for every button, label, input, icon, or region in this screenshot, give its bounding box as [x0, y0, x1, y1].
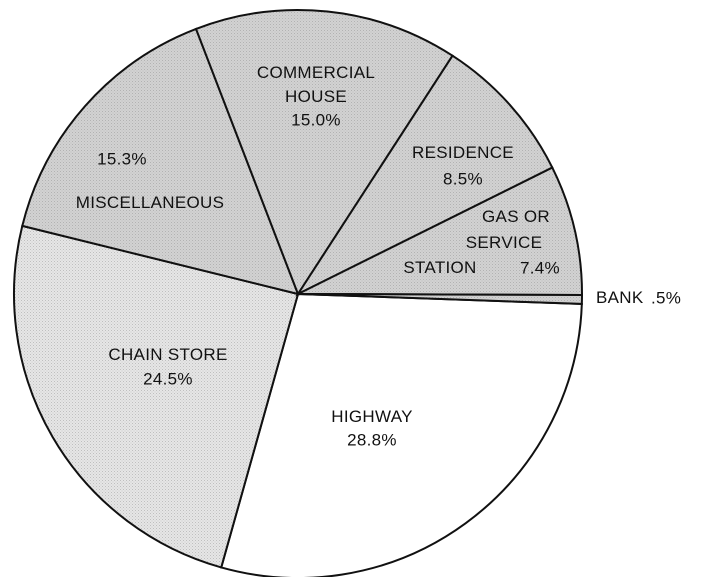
- slice-value-label: 28.8%: [347, 430, 397, 449]
- slice-outline: [297, 293, 584, 305]
- slice: [21, 27, 300, 296]
- slice-value-label: 24.5%: [143, 369, 193, 388]
- slice-label-line: GAS OR: [482, 207, 550, 226]
- slice-label-line: HIGHWAY: [331, 407, 412, 426]
- slice-outline: [21, 27, 300, 296]
- slice-value-label: 15.0%: [291, 110, 341, 129]
- slice: [220, 292, 583, 577]
- slice-label-line: CHAIN STORE: [108, 345, 227, 364]
- slice-label: COMMERCIAL HOUSE: [257, 63, 375, 106]
- slice-label: MISCELLANEOUS: [76, 193, 224, 212]
- slice-outline: [295, 54, 554, 297]
- slice-label-line: RESIDENCE: [412, 143, 514, 162]
- slice-outline: [297, 166, 583, 296]
- slice-value-label: 8.5%: [443, 169, 483, 188]
- slice-label: CHAIN STORE: [108, 345, 227, 364]
- slice-texture: [196, 10, 453, 295]
- slice-label-line: BANK: [596, 288, 644, 307]
- slice: [194, 9, 454, 297]
- slice-label-line: SERVICE: [466, 233, 542, 252]
- slice-texture: [298, 167, 582, 295]
- slice: [295, 54, 554, 297]
- slice-outline: [13, 224, 300, 569]
- slice-texture: [14, 225, 299, 568]
- slice-value-label: 7.4%: [520, 258, 560, 277]
- slice-label: RESIDENCE: [412, 143, 514, 162]
- slice-label: HIGHWAY: [331, 407, 412, 426]
- slice-label-line: HOUSE: [285, 87, 347, 106]
- slice-value-label: 15.3%: [97, 149, 147, 168]
- slice-label-line: COMMERCIAL: [257, 63, 375, 82]
- slice-label-line: MISCELLANEOUS: [76, 193, 224, 212]
- slice-value-label: .5%: [651, 288, 681, 307]
- slice-texture: [298, 55, 553, 295]
- slice-outline: [220, 292, 583, 577]
- slice: [13, 224, 300, 569]
- slice-label-line: STATION: [403, 258, 476, 277]
- slice: [297, 166, 583, 296]
- slice-fill: [221, 294, 582, 577]
- slice: [297, 293, 584, 305]
- pie: [13, 9, 584, 577]
- slice-label: GAS OR SERVICE STATION: [403, 207, 550, 277]
- slice-label: BANK: [596, 288, 644, 307]
- slice-outline: [194, 9, 454, 297]
- slice-texture: [22, 28, 298, 295]
- labels: HIGHWAY 28.8% CHAIN STORE 24.5% MISCELLANEOU…: [76, 63, 681, 449]
